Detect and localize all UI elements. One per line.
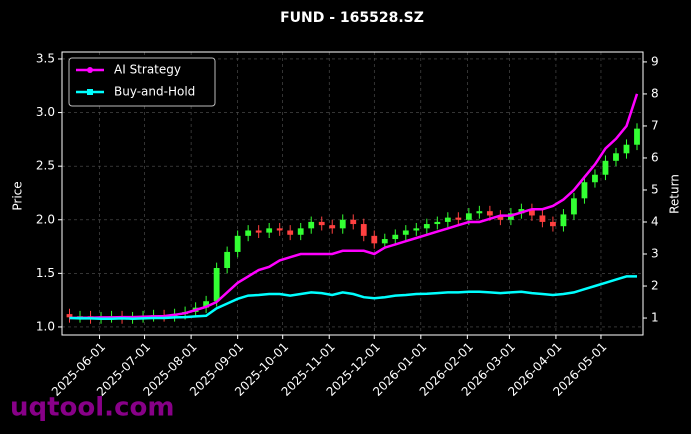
y-tick-label: 2.0 <box>36 212 55 226</box>
y2-tick-label: 7 <box>651 118 659 132</box>
legend-label: Buy-and-Hold <box>114 85 195 99</box>
y-tick-label: 3.5 <box>36 51 55 65</box>
y-tick-label: 2.5 <box>36 159 55 173</box>
candle-body <box>434 221 441 225</box>
y2-tick-label: 6 <box>651 150 659 164</box>
candle-body <box>528 209 535 216</box>
candle-body <box>465 213 472 220</box>
candle-body <box>339 219 346 229</box>
y2-tick-label: 4 <box>651 214 659 228</box>
candle-body <box>550 221 556 227</box>
candle-body <box>402 230 409 235</box>
candle-body <box>360 224 367 236</box>
candle-body <box>255 230 262 233</box>
candle-body <box>634 128 640 145</box>
candle-body <box>318 221 325 226</box>
y2-tick-label: 3 <box>651 247 659 261</box>
candle-body <box>592 174 598 183</box>
candle-body <box>455 217 462 220</box>
y-axis-label: Price <box>11 181 25 210</box>
legend-box <box>68 57 216 107</box>
candle-body <box>623 144 630 154</box>
candle-body <box>245 230 252 236</box>
candle-body <box>371 235 378 244</box>
candle-body <box>224 251 231 269</box>
return-line <box>69 275 637 320</box>
y-tick-label: 1.5 <box>36 266 55 280</box>
candle-body <box>444 217 451 222</box>
candle-body <box>560 214 567 227</box>
watermark: uqtool.com <box>10 393 174 423</box>
candle-body <box>234 235 241 252</box>
y2-tick-label: 1 <box>651 311 659 325</box>
candle-body <box>203 301 210 308</box>
candle-body <box>276 228 283 231</box>
candle-body <box>476 211 483 214</box>
chart-title: FUND - 165528.SZ <box>280 10 424 26</box>
legend-label: AI Strategy <box>114 63 181 77</box>
legend: AI Strategy Buy-and-Hold <box>68 57 216 107</box>
y2-tick-label: 8 <box>651 86 659 100</box>
candle-body <box>497 215 504 220</box>
y2-axis-label: Return <box>668 174 682 214</box>
y-tick-label: 1.0 <box>36 319 55 333</box>
y-tick-label: 3.0 <box>36 105 55 119</box>
candle-body <box>308 221 315 229</box>
y2-tick-label: 5 <box>651 182 659 196</box>
legend-marker <box>87 89 93 95</box>
candle-body <box>297 228 304 235</box>
candle-body <box>423 224 430 229</box>
candle-body <box>329 225 336 229</box>
plot-frame <box>61 51 644 336</box>
candle-body <box>539 215 546 222</box>
candle-body <box>287 230 294 235</box>
candle-body <box>413 228 420 231</box>
candle-body <box>602 160 609 175</box>
candle-body <box>392 234 399 240</box>
candle-body <box>350 219 357 225</box>
candle-body <box>581 182 588 199</box>
legend-marker <box>87 67 93 73</box>
y2-tick-label: 9 <box>651 54 659 68</box>
candle-body <box>613 153 619 161</box>
candle-body <box>571 198 577 215</box>
candle-body <box>486 211 493 216</box>
y2-tick-label: 2 <box>651 279 659 293</box>
candle-body <box>266 228 273 233</box>
return-line <box>69 93 639 320</box>
candle-body <box>381 239 388 244</box>
candle-body <box>66 314 73 318</box>
candle-body <box>213 268 220 302</box>
